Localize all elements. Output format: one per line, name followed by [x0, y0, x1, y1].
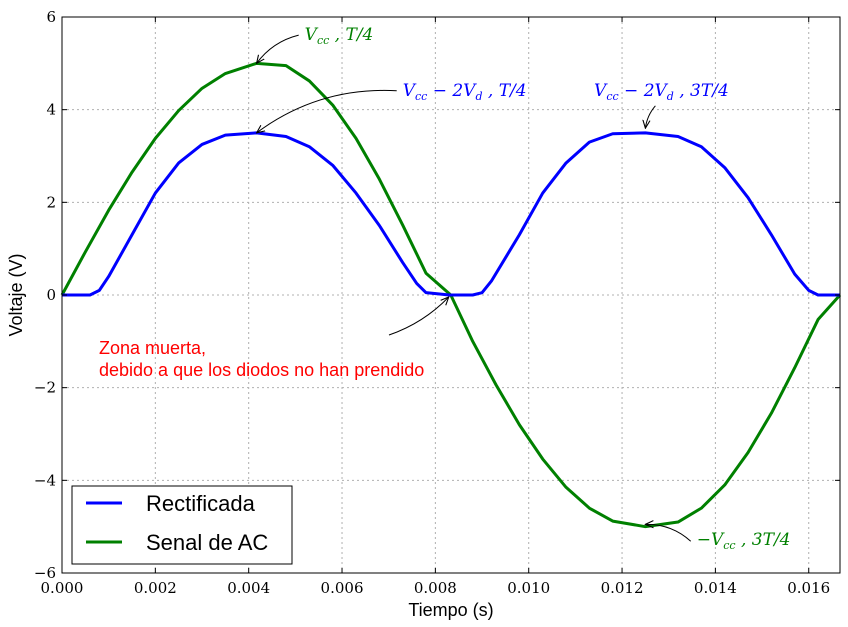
tick-marks: 0.000 0.002 0.004 0.006 0.008 0.010 0.012 0.014…: [34, 8, 840, 597]
annotation-label: Vcc − 2Vd , T/4: [403, 81, 527, 103]
annotation-arrow: [645, 524, 692, 542]
series-line-rectificada: [62, 131, 840, 297]
annotation-2: Vcc − 2Vd , 3T/4: [594, 81, 729, 128]
legend-label-rectificada: Rectificada: [146, 491, 256, 516]
x-tick-label: 0.016: [787, 579, 830, 597]
y-axis-label: Voltaje (V): [6, 253, 26, 336]
x-tick-label: 0.012: [601, 579, 644, 597]
plot-series: [60, 61, 842, 529]
annotation-1: Vcc − 2Vd , T/4: [257, 81, 527, 133]
annotation-3: −Vcc , 3T/4: [645, 524, 791, 552]
y-tick-label: 2: [46, 193, 56, 211]
annotation-0: Vcc , T/4: [257, 25, 374, 63]
x-axis-label: Tiempo (s): [408, 600, 493, 620]
annotation-arrow: [257, 89, 397, 132]
legend: Rectificada Senal de AC: [71, 485, 293, 565]
legend-box: [71, 485, 293, 565]
legend-label-senal-de-ac: Senal de AC: [146, 530, 268, 555]
annotation-arrow: [645, 105, 656, 128]
y-tick-label: −6: [34, 564, 56, 582]
x-tick-label: 0.004: [227, 579, 270, 597]
y-tick-label: 0: [46, 286, 56, 304]
annotation-label: −Vcc , 3T/4: [697, 530, 791, 552]
x-tick-label: 0.000: [41, 579, 84, 597]
dead-zone-note: Zona muerta,debido a que los diodos no h…: [99, 297, 449, 380]
y-tick-label: −2: [34, 379, 56, 397]
x-tick-label: 0.002: [134, 579, 177, 597]
x-tick-label: 0.014: [694, 579, 737, 597]
annotation-label: Vcc , T/4: [305, 25, 374, 47]
dead-zone-arrow: [388, 297, 449, 336]
x-tick-label: 0.008: [414, 579, 457, 597]
x-tick-label: 0.010: [507, 579, 550, 597]
y-tick-label: 4: [46, 101, 56, 119]
y-tick-label: 6: [46, 8, 56, 26]
annotation-arrow: [257, 34, 299, 63]
annotations: Vcc , T/4 Vcc − 2Vd , T/4 Vcc − 2Vd , 3T/4…: [99, 25, 791, 552]
dead-zone-note-line: Zona muerta,: [99, 338, 206, 358]
annotation-label: Vcc − 2Vd , 3T/4: [594, 81, 729, 103]
y-tick-label: −4: [34, 471, 56, 489]
x-tick-label: 0.006: [321, 579, 364, 597]
dead-zone-note-line: debido a que los diodos no han prendido: [99, 360, 424, 380]
